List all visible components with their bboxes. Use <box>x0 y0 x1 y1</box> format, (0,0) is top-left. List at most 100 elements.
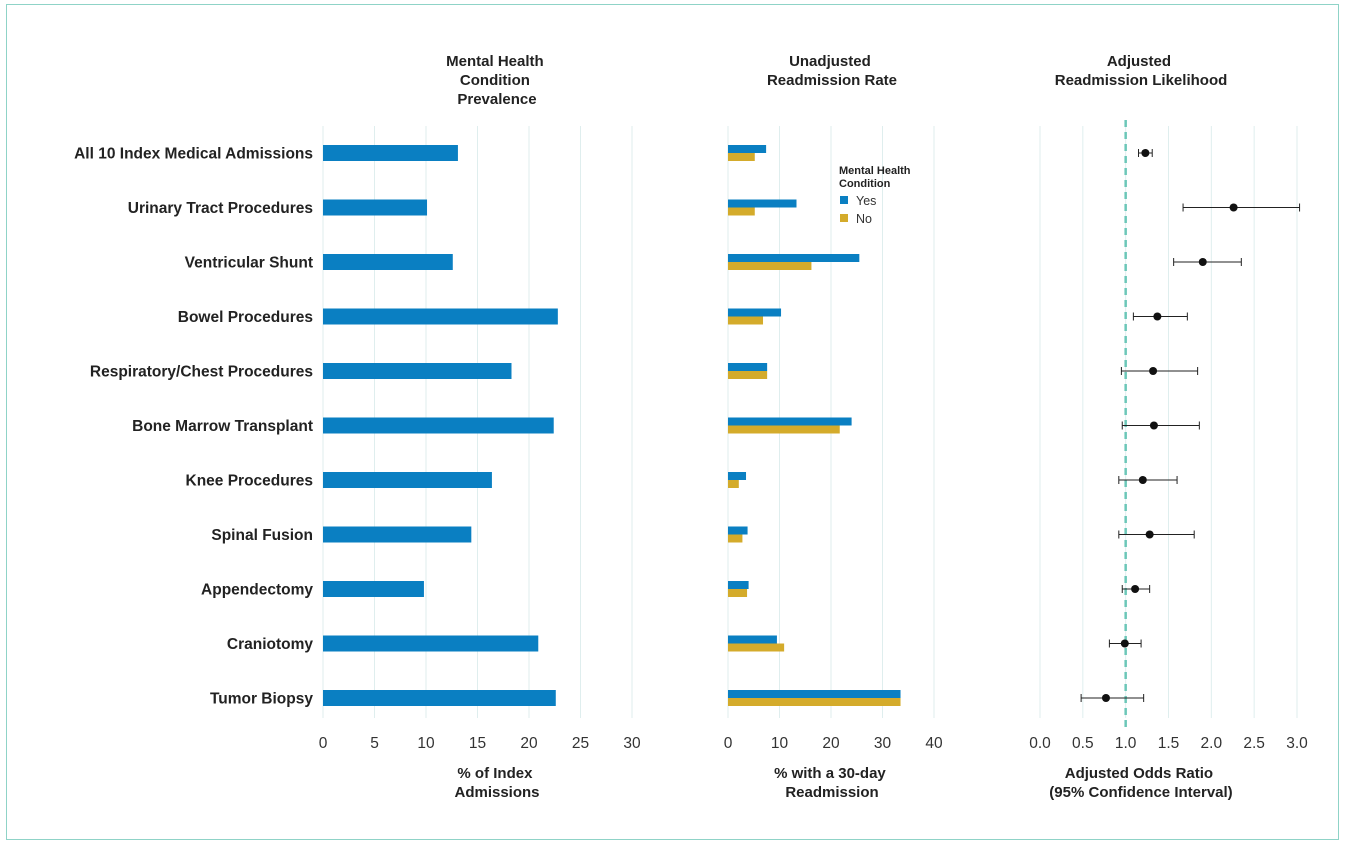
category-label-5: Bone Marrow Transplant <box>132 418 313 435</box>
tick-label-p2-1: 10 <box>771 735 789 752</box>
category-label-4: Respiratory/Chest Procedures <box>90 364 313 381</box>
panel2-xlabel-line2: Readmission <box>785 784 878 801</box>
tick-label-p1-4: 20 <box>520 735 538 752</box>
odds-ratio-point-1 <box>1229 203 1238 212</box>
category-label-9: Craniotomy <box>227 636 314 653</box>
readmission-bar-yes-6 <box>728 472 747 480</box>
category-label-1: Urinary Tract Procedures <box>128 200 313 217</box>
panel1-xlabel: % of Index Admissions <box>454 765 539 801</box>
panel3-title: Adjusted Readmission Likelihood <box>1055 53 1228 89</box>
legend-label-no: No <box>856 212 872 226</box>
panel3-xlabel-line2: (95% Confidence Interval) <box>1049 784 1232 801</box>
tick-label-p3-4: 2.0 <box>1201 735 1223 752</box>
readmission-bar-no-5 <box>728 425 840 434</box>
panel1-xlabel-line1: % of Index <box>457 765 533 782</box>
panel2-xlabel-line1: % with a 30-day <box>774 765 886 782</box>
legend-title-line1: Mental Health <box>839 165 911 177</box>
readmission-bar-no-3 <box>728 316 764 325</box>
tick-label-p1-3: 15 <box>469 735 486 752</box>
category-label-3: Bowel Procedures <box>178 309 313 326</box>
prevalence-bar-4 <box>323 363 512 379</box>
category-label-0: All 10 Index Medical Admissions <box>74 146 313 163</box>
tick-label-p3-3: 1.5 <box>1158 735 1180 752</box>
legend-swatch-yes <box>840 196 848 204</box>
legend-title: Mental Health Condition <box>839 165 914 190</box>
odds-ratio-point-6 <box>1138 476 1147 484</box>
readmission-bar-no-9 <box>728 643 785 652</box>
prevalence-bar-5 <box>323 417 554 434</box>
category-label-7: Spinal Fusion <box>211 527 313 544</box>
prevalence-bar-3 <box>323 308 558 325</box>
readmission-bar-no-6 <box>728 480 739 488</box>
panel2-title-line2: Readmission Rate <box>767 72 897 89</box>
readmission-bar-yes-9 <box>728 635 777 644</box>
tick-label-p3-2: 1.0 <box>1115 735 1137 752</box>
tick-label-p3-6: 3.0 <box>1286 735 1308 752</box>
readmission-bar-no-8 <box>728 589 748 597</box>
tick-label-p1-5: 25 <box>572 735 589 752</box>
panel3-title-line2: Readmission Likelihood <box>1055 72 1228 89</box>
category-label-10: Tumor Biopsy <box>210 691 313 708</box>
readmission-bar-yes-2 <box>728 254 860 262</box>
readmission-bar-no-2 <box>728 262 812 270</box>
tick-label-p2-3: 30 <box>874 735 892 752</box>
readmission-bar-no-1 <box>728 207 755 216</box>
readmission-bar-yes-7 <box>728 526 748 535</box>
prevalence-bar-10 <box>323 690 556 706</box>
panel1-title-line1: Mental Health <box>446 53 544 70</box>
prevalence-bar-9 <box>323 635 539 652</box>
odds-ratio-point-5 <box>1149 421 1158 430</box>
panel3-xlabel-line1: Adjusted Odds Ratio <box>1065 765 1213 782</box>
category-label-2: Ventricular Shunt <box>185 255 313 272</box>
odds-ratio-point-7 <box>1145 530 1154 539</box>
panel3-title-line1: Adjusted <box>1107 53 1171 70</box>
odds-ratio-point-2 <box>1198 258 1207 266</box>
readmission-bar-yes-4 <box>728 363 768 371</box>
odds-ratio-point-4 <box>1149 367 1158 375</box>
tick-label-p1-2: 10 <box>417 735 435 752</box>
tick-label-p3-1: 0.5 <box>1072 735 1094 752</box>
tick-label-p2-0: 0 <box>724 735 733 752</box>
legend: Mental Health Condition Yes No <box>839 165 914 226</box>
category-label-6: Knee Procedures <box>186 473 314 490</box>
readmission-bar-yes-0 <box>728 145 767 153</box>
legend-title-line2: Condition <box>839 178 891 190</box>
readmission-bar-no-7 <box>728 534 743 543</box>
readmission-bar-yes-8 <box>728 581 749 589</box>
panel1-title: Mental Health Condition Prevalence <box>446 53 548 108</box>
readmission-bar-yes-5 <box>728 417 852 426</box>
panel2-xlabel: % with a 30-day Readmission <box>774 765 890 801</box>
legend-swatch-no <box>840 214 848 222</box>
odds-ratio-point-10 <box>1101 694 1110 702</box>
odds-ratio-point-3 <box>1153 312 1162 321</box>
prevalence-bar-8 <box>323 581 424 597</box>
odds-ratio-point-0 <box>1141 149 1150 157</box>
panel1-title-line3: Prevalence <box>457 91 536 108</box>
panel1-title-line2: Condition <box>460 72 530 89</box>
prevalence-bar-1 <box>323 199 428 216</box>
readmission-bar-yes-10 <box>728 690 901 698</box>
prevalence-bar-6 <box>323 472 492 488</box>
legend-label-yes: Yes <box>856 194 876 208</box>
tick-label-p1-6: 30 <box>623 735 641 752</box>
readmission-bar-no-4 <box>728 371 768 379</box>
tick-label-p1-0: 0 <box>319 735 328 752</box>
tick-label-p3-5: 2.5 <box>1243 735 1265 752</box>
prevalence-bar-7 <box>323 526 472 543</box>
readmission-bar-no-0 <box>728 153 755 161</box>
figure-frame <box>6 4 1339 840</box>
tick-label-p1-1: 5 <box>370 735 379 752</box>
tick-label-p3-0: 0.0 <box>1029 735 1051 752</box>
tick-label-p2-2: 20 <box>822 735 840 752</box>
tick-label-p2-4: 40 <box>925 735 943 752</box>
panel2-title-line1: Unadjusted <box>789 53 871 70</box>
prevalence-bar-0 <box>323 145 458 161</box>
readmission-bar-yes-1 <box>728 199 797 208</box>
prevalence-bar-2 <box>323 254 453 270</box>
odds-ratio-point-9 <box>1120 639 1129 648</box>
readmission-bar-no-10 <box>728 698 901 706</box>
readmission-bar-yes-3 <box>728 308 782 317</box>
panel2-title: Unadjusted Readmission Rate <box>767 53 897 89</box>
panel1-xlabel-line2: Admissions <box>454 784 539 801</box>
